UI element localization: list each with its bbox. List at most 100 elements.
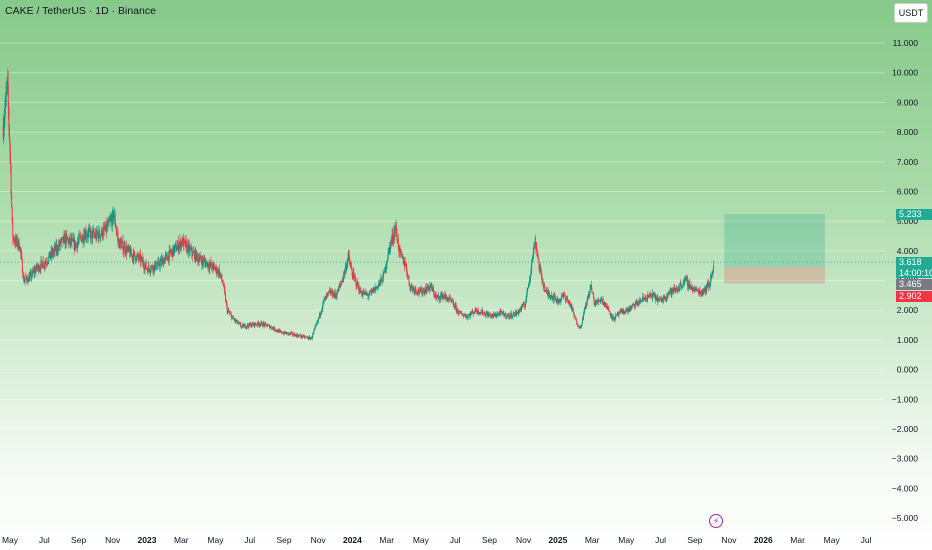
candle-body <box>183 240 185 241</box>
candle-body <box>250 325 252 327</box>
candle-body <box>273 327 275 331</box>
candle-body <box>101 228 103 234</box>
candle-body <box>299 335 301 336</box>
candle-body <box>344 266 346 270</box>
candle-body <box>623 311 625 313</box>
candle-body <box>100 234 102 238</box>
candle-body <box>391 234 393 240</box>
candle-body <box>625 310 627 311</box>
candle-body <box>368 295 370 297</box>
candle-body <box>75 243 77 249</box>
candle-body <box>573 315 575 316</box>
candle-body <box>645 298 647 299</box>
candle-body <box>323 299 325 301</box>
candle-body <box>371 289 373 291</box>
candle-body <box>674 289 676 292</box>
candle-body <box>562 295 564 297</box>
candle-body <box>338 286 340 292</box>
candle-body <box>254 322 256 327</box>
candle-body <box>189 248 191 252</box>
candle-body <box>319 313 321 318</box>
candle-body <box>75 243 77 244</box>
candle-body <box>552 297 554 299</box>
candle-body <box>647 295 649 297</box>
candle-body <box>441 293 443 299</box>
candle-body <box>110 218 112 220</box>
candle-body <box>111 211 113 226</box>
candle-body <box>568 300 570 304</box>
candle-body <box>348 255 350 261</box>
candle-body <box>701 292 703 296</box>
candle-body <box>529 277 531 281</box>
candle-body <box>22 276 24 278</box>
candle-body <box>276 329 278 331</box>
candle-body <box>481 311 483 314</box>
candle-body <box>685 277 687 280</box>
candle-body <box>658 299 660 300</box>
candle-body <box>392 239 394 241</box>
candle-body <box>411 285 413 288</box>
candle-body <box>115 224 117 229</box>
candle-body <box>640 300 642 302</box>
candle-body <box>336 294 338 298</box>
candle-body <box>564 294 566 298</box>
candle-body <box>322 301 324 308</box>
candle-body <box>496 313 498 316</box>
candle-body <box>619 310 621 314</box>
candle-body <box>413 287 415 289</box>
candle-body <box>509 315 511 317</box>
candle-body <box>116 231 118 234</box>
candle-body <box>190 248 192 250</box>
lightning-icon[interactable]: ⚡ <box>709 514 723 528</box>
candle-body <box>512 315 514 317</box>
candle-body <box>401 254 403 258</box>
candle-body <box>53 246 55 250</box>
y-tick-label: 10.000 <box>892 68 918 78</box>
candle-body <box>264 323 266 324</box>
candle-body <box>503 314 505 317</box>
candle-body <box>259 323 261 326</box>
candle-body <box>150 270 152 272</box>
candle-body <box>369 291 371 292</box>
candle-body <box>680 284 682 288</box>
candle-body <box>181 242 183 246</box>
candle-body <box>514 314 516 317</box>
candle-body <box>71 238 73 243</box>
candle-body <box>493 313 495 316</box>
candle-body <box>472 311 474 314</box>
currency-button[interactable]: USDT <box>894 3 928 23</box>
candle-body <box>378 284 380 286</box>
candle-body <box>170 251 172 254</box>
candle-body <box>579 327 581 329</box>
candle-body <box>419 288 421 294</box>
candle-body <box>610 313 612 316</box>
candle-body <box>11 206 13 223</box>
candle-body <box>15 237 17 245</box>
candle-body <box>154 262 156 265</box>
candle-body <box>72 238 74 242</box>
candle-body <box>700 292 702 295</box>
candle-body <box>363 291 365 295</box>
candle-body <box>38 269 40 272</box>
candle-body <box>159 261 161 267</box>
candle-body <box>163 260 165 264</box>
candle-body <box>152 268 154 272</box>
candle-body <box>646 299 648 301</box>
candle-body <box>705 286 707 291</box>
candle-body <box>213 265 215 267</box>
candle-body <box>164 258 166 264</box>
candle-body <box>212 264 214 270</box>
candle-body <box>109 220 111 222</box>
candle-body <box>415 290 417 293</box>
candle-body <box>374 287 376 293</box>
candle-body <box>42 267 44 269</box>
candle-body <box>225 293 227 302</box>
candle-body <box>352 272 354 279</box>
candle-body <box>190 247 192 250</box>
candle-body <box>647 295 649 300</box>
candle-body <box>47 261 49 263</box>
candle-body <box>315 324 317 326</box>
candle-body <box>675 288 677 290</box>
candle-body <box>384 267 386 272</box>
